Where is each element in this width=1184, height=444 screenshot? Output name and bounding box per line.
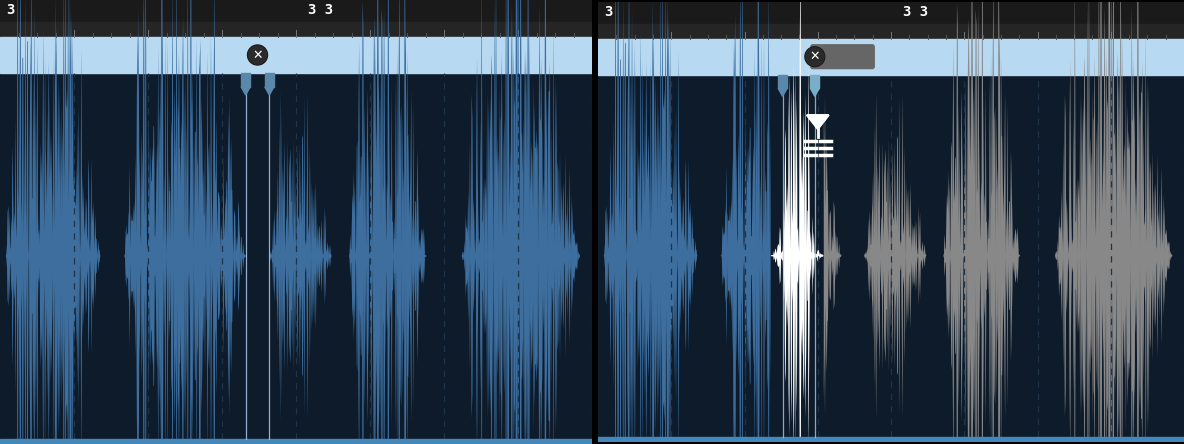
Polygon shape — [265, 87, 274, 95]
Bar — [598, 39, 1184, 75]
Circle shape — [249, 46, 266, 64]
Bar — [0, 37, 592, 73]
Bar — [265, 73, 274, 87]
Circle shape — [806, 48, 824, 66]
Text: 3: 3 — [6, 3, 14, 17]
Polygon shape — [778, 88, 787, 96]
Bar — [0, 22, 592, 37]
Polygon shape — [242, 87, 250, 95]
Bar — [778, 75, 787, 88]
Bar — [242, 73, 250, 87]
Bar — [810, 75, 819, 88]
Polygon shape — [807, 115, 829, 129]
Bar — [598, 2, 1184, 24]
Bar — [0, 0, 592, 22]
Bar — [0, 439, 592, 444]
Text: 3 3: 3 3 — [902, 5, 928, 19]
FancyBboxPatch shape — [811, 45, 874, 68]
Polygon shape — [810, 88, 819, 96]
Bar — [598, 437, 1184, 442]
Text: 3 3: 3 3 — [308, 3, 333, 17]
Text: ✕: ✕ — [810, 50, 821, 63]
Circle shape — [247, 45, 268, 65]
Text: ✕: ✕ — [252, 48, 263, 62]
Circle shape — [805, 47, 825, 67]
Text: 3: 3 — [604, 5, 612, 19]
Bar — [598, 24, 1184, 39]
